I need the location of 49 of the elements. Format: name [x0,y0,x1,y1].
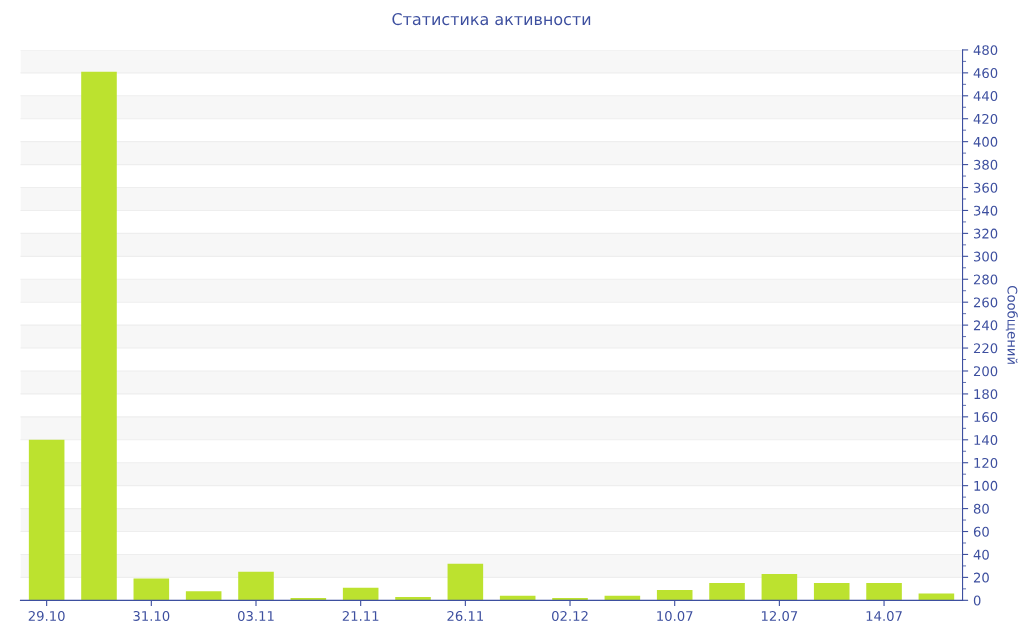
bar [761,573,798,601]
y-tick-label: 220 [973,343,998,354]
y-tick-label: 260 [973,297,998,308]
y-tick-label: 240 [973,320,998,331]
bar [185,591,222,601]
x-tick-label: 21.11 [342,610,379,621]
y-tick-label: 300 [973,251,998,262]
bar [133,578,170,601]
y-tick-label: 120 [974,457,998,468]
bar [709,583,745,601]
y-tick-label: 280 [973,274,998,285]
y-tick-label: 480 [973,45,998,56]
y-tick-label: 360 [973,182,998,193]
bar [342,587,379,601]
x-tick-label: 02.12 [552,610,588,621]
y-tick-label: 200 [973,366,998,377]
bar [866,583,902,601]
y-tick-label: 100 [974,480,998,491]
y-tick-label: 40 [973,549,989,560]
x-tick-label: 10.07 [657,610,693,621]
y-tick-label: 380 [973,159,998,170]
y-tick-label: 320 [973,228,998,239]
y-axis-title: Сообщений [1005,285,1018,364]
x-tick-label: 03.11 [237,610,274,621]
bar [28,439,65,601]
x-tick-label: 14.07 [866,610,902,621]
bar [813,583,850,601]
y-tick-label: 420 [973,113,998,124]
y-tick-label: 140 [974,435,998,445]
y-tick-label: 80 [973,503,989,514]
y-tick-label: 60 [973,526,989,537]
y-tick-label: 400 [973,136,998,147]
bar [238,571,274,601]
y-tick-label: 340 [973,205,998,216]
y-tick-label: 0 [973,595,981,606]
x-tick-label: 31.10 [133,610,170,621]
y-tick-label: 20 [973,572,989,583]
bar [447,563,484,601]
x-tick-label: 12.07 [761,610,798,621]
bar [918,593,955,601]
y-tick-label: 160 [974,412,998,423]
bar [81,71,117,601]
x-tick-label: 29.10 [28,610,65,621]
y-tick-label: 440 [973,91,998,101]
x-tick-label: 26.11 [447,610,484,621]
bar [656,590,693,601]
y-tick-label: 460 [973,68,998,79]
chart-title: Статистика активности [392,13,591,26]
y-tick-label: 180 [974,389,998,400]
